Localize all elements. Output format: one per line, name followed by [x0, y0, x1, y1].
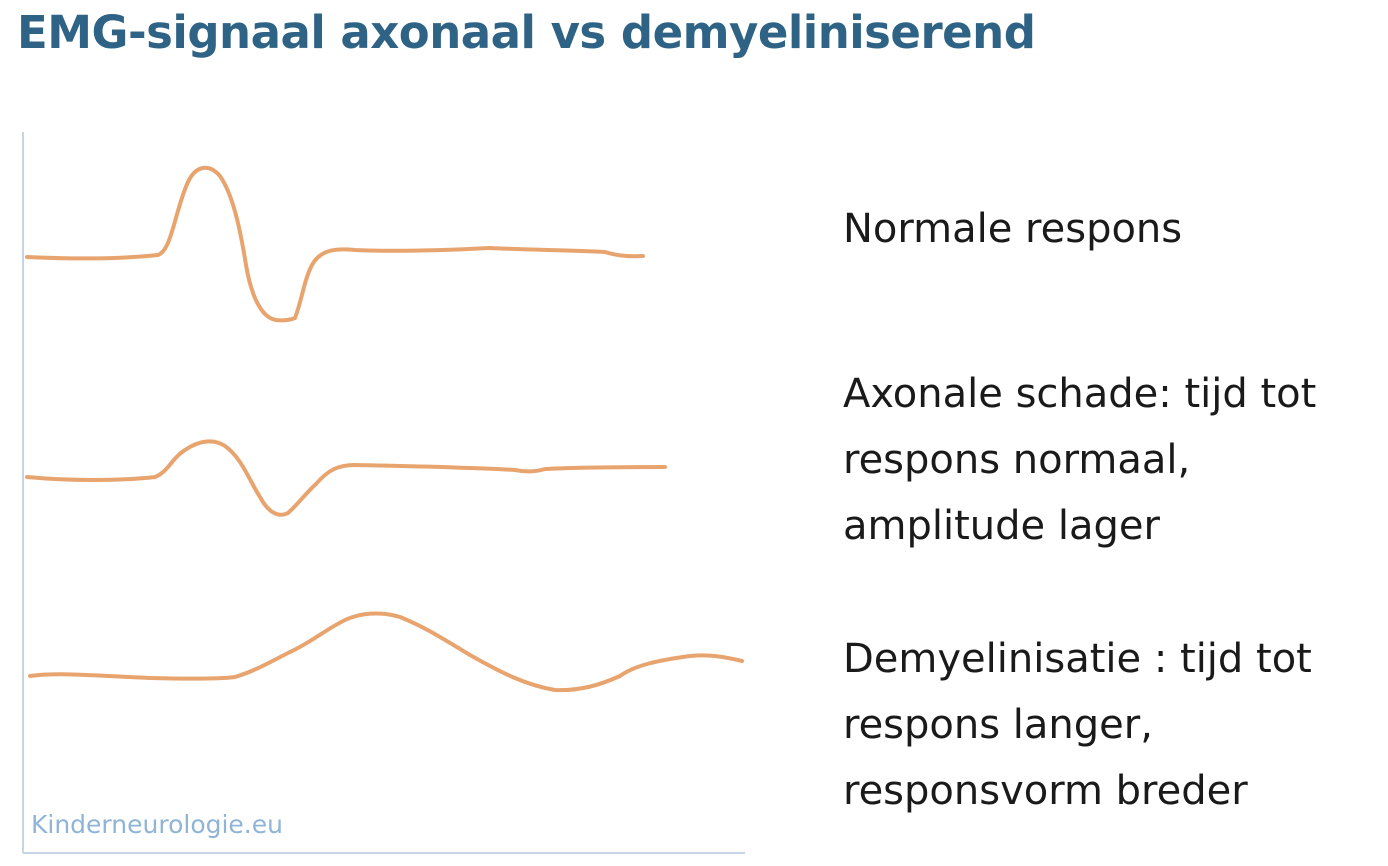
- trace-normal-response: [25, 165, 645, 323]
- label-line: responsvorm breder: [843, 768, 1248, 814]
- label-normal-response: Normale respons: [843, 196, 1182, 262]
- page-title: EMG-signaal axonaal vs demyeliniserend: [17, 6, 1036, 59]
- label-line: Demyelinisatie : tijd tot: [843, 636, 1312, 682]
- label-axonal-damage: Axonale schade: tijd tot respons normaal…: [843, 361, 1316, 559]
- label-line: amplitude lager: [843, 503, 1160, 549]
- trace-demyelination: [28, 611, 744, 693]
- label-line: respons langer,: [843, 702, 1153, 748]
- trace-axonal-damage: [25, 439, 667, 517]
- label-line: Axonale schade: tijd tot: [843, 371, 1317, 417]
- label-demyelination: Demyelinisatie : tijd tot respons langer…: [843, 626, 1312, 824]
- label-line: Normale respons: [843, 206, 1183, 252]
- watermark: Kinderneurologie.eu: [31, 810, 283, 839]
- label-line: respons normaal,: [843, 437, 1191, 483]
